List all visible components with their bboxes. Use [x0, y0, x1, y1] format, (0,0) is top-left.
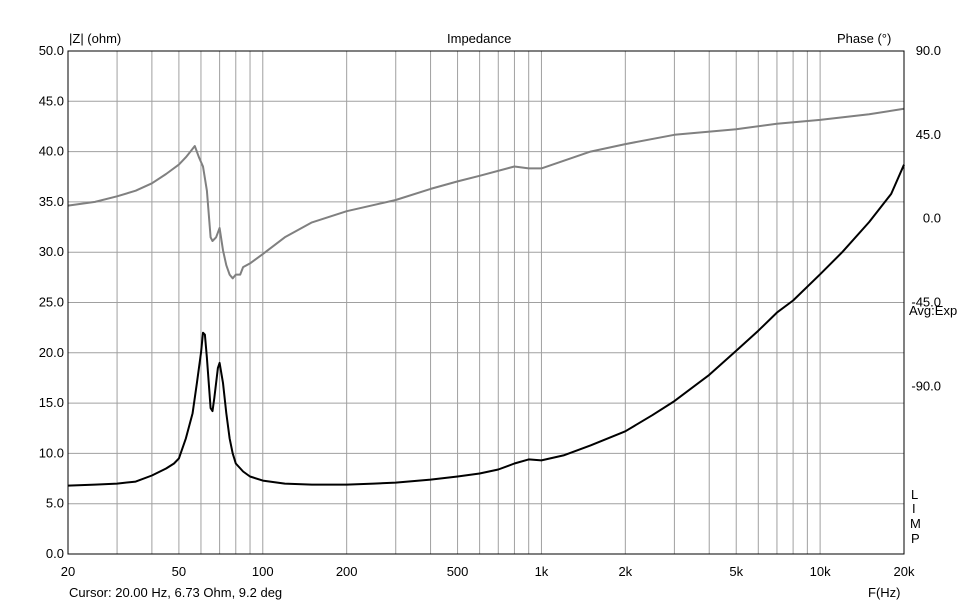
y-left-tick-label: 5.0 [46, 496, 64, 511]
y-right-tick-label: 0.0 [923, 211, 941, 226]
chart-title: Impedance [447, 31, 512, 46]
y-right-axis-label: Phase (°) [837, 31, 892, 46]
limp-letter-p: P [911, 531, 920, 546]
plot-frame [67, 50, 905, 555]
grid-lines [68, 51, 904, 554]
x-tick-label: 10k [810, 564, 831, 579]
y-right-tick-label: 45.0 [916, 127, 941, 142]
y-left-tick-label: 40.0 [39, 144, 64, 159]
limp-letter-m: M [910, 516, 921, 531]
y-left-tick-label: 15.0 [39, 395, 64, 410]
x-tick-label: 1k [535, 564, 549, 579]
y-left-tick-label: 45.0 [39, 93, 64, 108]
y-left-axis-label: |Z| (ohm) [69, 31, 122, 46]
y-right-tick-label: -45.0 [911, 295, 941, 310]
avg-label: Avg:Exp [909, 303, 958, 318]
phase-series-line [67, 107, 905, 280]
x-tick-label: 100 [252, 564, 274, 579]
y-right-tick-label: -90.0 [911, 378, 941, 393]
x-tick-label: 2k [618, 564, 632, 579]
y-left-tick-label: 20.0 [39, 345, 64, 360]
y-left-tick-label: 0.0 [46, 546, 64, 561]
y-left-tick-label: 25.0 [39, 295, 64, 310]
x-tick-label: 5k [729, 564, 743, 579]
x-tick-label: 200 [336, 564, 358, 579]
impedance-series-line [67, 164, 905, 487]
series-layer [67, 107, 905, 487]
x-tick-label: 500 [447, 564, 469, 579]
x-tick-label: 20k [894, 564, 915, 579]
limp-letter-l: L [911, 487, 919, 502]
x-axis-label: F(Hz) [868, 585, 901, 600]
y-right-tick-label: 90.0 [916, 43, 941, 58]
right-tick-labels: 90.0 45.0 0.0 -45.0 -90.0 [911, 43, 941, 393]
y-left-tick-label: 50.0 [39, 43, 64, 58]
x-tick-label: 50 [172, 564, 186, 579]
limp-letter-i: I [912, 501, 916, 516]
y-left-tick-label: 30.0 [39, 244, 64, 259]
x-tick-label: 20 [61, 564, 75, 579]
x-tick-labels: 20 50 100 200 500 1k 2k 5k 10k 20k [61, 564, 915, 579]
left-tick-labels: 0.0 5.0 10.0 15.0 20.0 25.0 30.0 35.0 40.0 45.0 50… [39, 43, 64, 561]
cursor-readout: Cursor: 20.00 Hz, 6.73 Ohm, 9.2 deg [69, 585, 283, 600]
y-left-tick-label: 10.0 [39, 445, 64, 460]
y-left-tick-label: 35.0 [39, 194, 64, 209]
